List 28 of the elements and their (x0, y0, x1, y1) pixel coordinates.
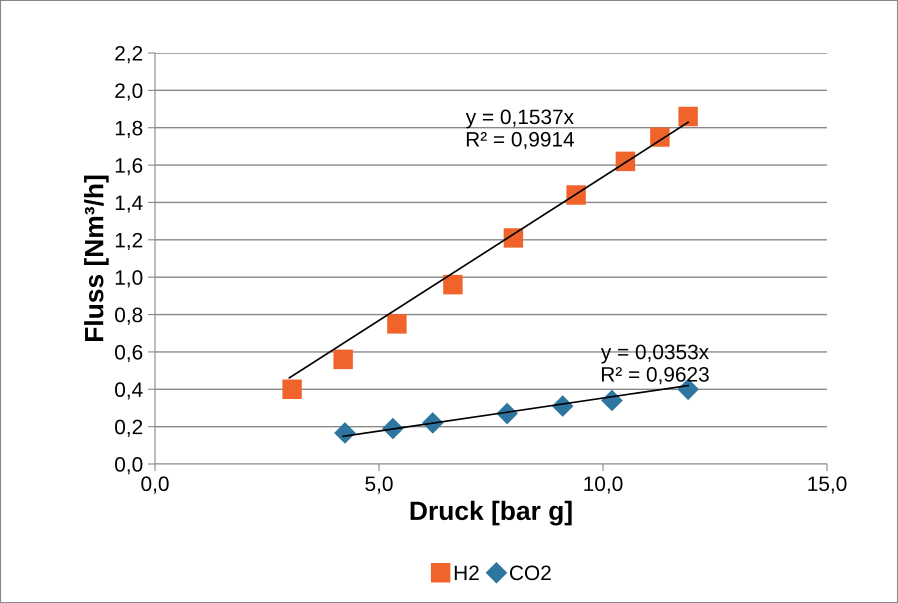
y-tick-label: 1,8 (116, 120, 142, 138)
y-tick-label: 0,6 (115, 344, 142, 362)
y-axis-title: Fluss [Nm³/h] (84, 176, 109, 342)
x-tick-label: 10,0 (584, 476, 622, 494)
point (334, 422, 356, 444)
y-tick-label: 1,2 (116, 232, 142, 250)
y-tick-label: 0,8 (115, 308, 142, 325)
y-tick-label: 0,4 (115, 382, 143, 400)
x-tick-label: 0,0 (141, 476, 169, 494)
point (678, 106, 698, 126)
y-tick-label: 1,4 (116, 196, 143, 213)
annotation: y = 0,0353x R² = 0,9623 (600, 344, 709, 384)
legend-label: CO2 (510, 566, 551, 580)
point (333, 350, 353, 370)
y-tick-label: 1,0 (116, 270, 142, 288)
annotation: y = 0,1537x R² = 0,9914 (466, 109, 574, 150)
x-tick-label: 15,0 (808, 476, 846, 494)
y-tick-label: 1,6 (116, 158, 142, 176)
y-tick-label: 2,0 (115, 83, 142, 101)
point (387, 314, 407, 334)
point (282, 380, 302, 399)
x-axis-title: Druck [bar g] (410, 500, 572, 526)
point (443, 274, 463, 294)
y-tick-label: 2,2 (115, 46, 142, 64)
legend-label: H2 (454, 566, 479, 580)
y-tick-label: 0,0 (115, 457, 142, 474)
y-tick-label: 0,2 (115, 420, 142, 437)
x-tick-label: 5,0 (365, 476, 393, 494)
